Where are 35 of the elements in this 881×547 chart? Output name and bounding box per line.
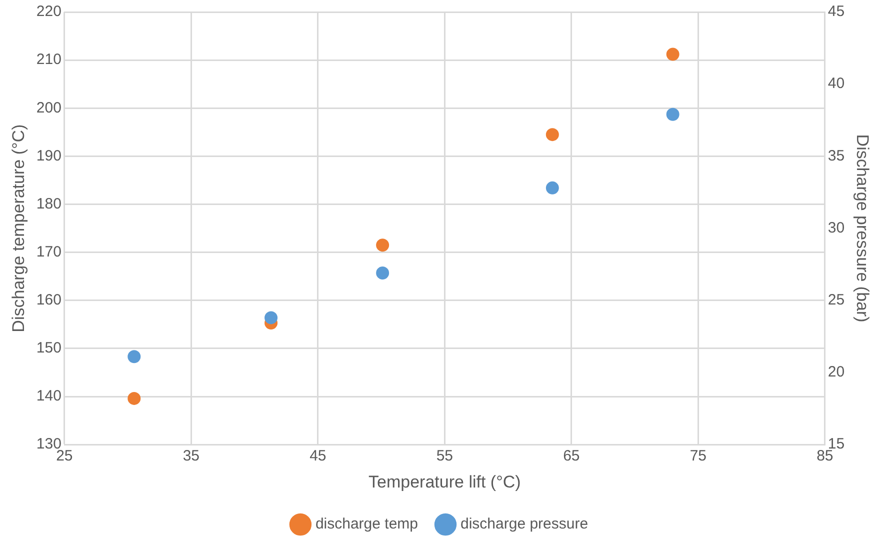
y-tick-label: 200	[36, 99, 62, 116]
x-tick-label: 55	[436, 448, 454, 465]
point	[128, 350, 141, 364]
y-tick-label: 210	[36, 51, 62, 68]
point	[376, 238, 390, 252]
x-tick-label: 25	[56, 448, 73, 465]
point	[546, 181, 559, 194]
y2-tick-label: 45	[828, 3, 845, 20]
y-axis-title: Discharge temperature (°C)	[8, 124, 28, 332]
y-tick-label: 160	[36, 292, 62, 309]
point	[666, 108, 680, 121]
x-tick-label: 35	[182, 448, 200, 465]
y-tick-label: 140	[36, 388, 62, 405]
y-tick-label: 220	[36, 3, 62, 20]
x-tick-label: 65	[563, 448, 580, 465]
point	[666, 48, 680, 61]
point	[546, 128, 559, 142]
x-tick-label: 45	[310, 448, 326, 465]
y2-tick-label: 20	[828, 364, 845, 381]
y-tick-label: 150	[36, 340, 62, 357]
y-tick-label: 190	[36, 147, 62, 164]
point	[376, 266, 390, 280]
y2-tick-label: 35	[828, 147, 845, 164]
point	[264, 311, 278, 324]
x-tick-label: 75	[690, 448, 707, 465]
y-tick-label: 180	[36, 195, 62, 212]
point	[128, 392, 141, 405]
y2-tick-label: 30	[828, 219, 845, 236]
legend-label: discharge pressure	[460, 516, 588, 533]
x-axis-title: Temperature lift (°C)	[368, 472, 521, 492]
y2-axis-title: Discharge pressure (bar)	[853, 134, 872, 322]
y2-tick-label: 40	[828, 75, 845, 92]
legend-label: discharge temp	[315, 516, 418, 533]
y-tick-label: 170	[36, 243, 62, 260]
y2-tick-label: 25	[828, 292, 845, 309]
